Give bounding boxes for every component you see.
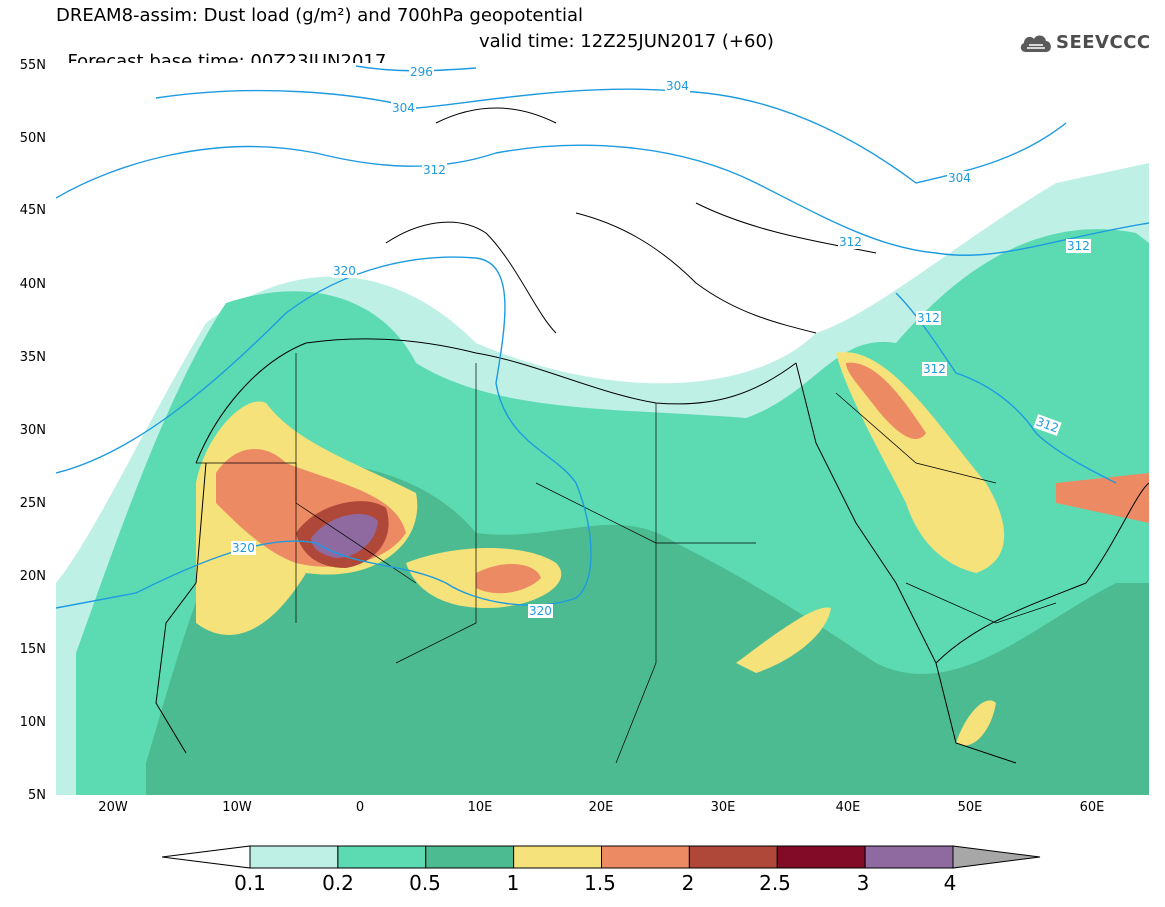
colorbar-label: 0.2: [322, 871, 354, 895]
colorbar-swatch: [249, 845, 339, 869]
colorbar-label: 0.1: [234, 871, 266, 895]
lat-label: 15N: [19, 642, 46, 657]
seevccc-logo: SEEVCCC: [1018, 30, 1151, 56]
map-title: DREAM8-assim: Dust load (g/m²) and 700hP…: [56, 5, 583, 26]
lat-label: 30N: [19, 423, 46, 438]
lat-label: 5N: [28, 788, 46, 803]
lon-label: 40E: [835, 800, 861, 815]
lat-label: 10N: [19, 715, 46, 730]
lat-label: 50N: [19, 131, 46, 146]
geopotential-contours: [56, 65, 1149, 609]
colorbar-swatch: [337, 845, 427, 869]
lon-label: 60E: [1079, 800, 1105, 815]
contour-label: 312: [1066, 239, 1091, 253]
lon-label: 30E: [710, 800, 736, 815]
contour-label: 312: [838, 235, 863, 249]
logo-text: SEEVCCC: [1056, 32, 1151, 53]
lat-label: 35N: [19, 350, 46, 365]
lat-label: 55N: [19, 58, 46, 73]
lon-label: 20W: [98, 800, 128, 815]
colorbar-swatch: [601, 845, 690, 869]
colorbar-swatch: [776, 845, 866, 869]
lon-label: 0: [355, 800, 365, 815]
dust-load-colorbar: [162, 845, 1041, 869]
colorbar-label: 1.5: [584, 871, 616, 895]
colorbar-low-arrow: [162, 845, 251, 869]
colorbar-swatch: [425, 845, 515, 869]
contour-label: 304: [947, 171, 972, 185]
colorbar-label: 2: [681, 871, 695, 895]
colorbar-label: 1: [506, 871, 520, 895]
contour-label: 312: [916, 311, 941, 325]
contour-label: 312: [422, 163, 447, 177]
colorbar-swatch: [864, 845, 954, 869]
dust-plume-arabia-core: [846, 362, 926, 439]
colorbar-label: 3: [856, 871, 870, 895]
valid-time: valid time: 12Z25JUN2017 (+60): [479, 31, 774, 52]
colorbar-swatch: [688, 845, 778, 869]
lon-label: 10E: [467, 800, 493, 815]
lat-label: 20N: [19, 569, 46, 584]
coastlines: [155, 107, 1149, 764]
dust-plume-central-core: [476, 563, 541, 594]
dust-plume-oman: [1056, 473, 1149, 523]
lat-label: 45N: [19, 203, 46, 218]
contour-label: 296: [409, 65, 434, 79]
cloud-logo-icon: [1020, 35, 1051, 52]
colorbar-label: 2.5: [759, 871, 791, 895]
borders: [196, 353, 1057, 764]
contour-label: 312: [922, 362, 947, 376]
colorbar-swatch: [513, 845, 602, 869]
contour-label: 320: [332, 264, 357, 278]
lon-label: 10W: [222, 800, 252, 815]
dust-plume-peak: [311, 514, 378, 558]
lon-label: 50E: [957, 800, 983, 815]
lat-label: 25N: [19, 496, 46, 511]
colorbar-label: 4: [943, 871, 957, 895]
contour-label: 320: [528, 604, 553, 618]
contour-label: 320: [231, 541, 256, 555]
lat-label: 40N: [19, 277, 46, 292]
colorbar-high-arrow: [952, 845, 1041, 869]
lon-label: 20E: [588, 800, 614, 815]
dust-plume-somalia: [956, 700, 996, 746]
dust-load-map: [56, 63, 1149, 795]
contour-label: 304: [391, 101, 416, 115]
colorbar-label: 0.5: [409, 871, 441, 895]
dust-plume-ethiopia: [736, 607, 831, 673]
contour-label: 304: [665, 79, 690, 93]
